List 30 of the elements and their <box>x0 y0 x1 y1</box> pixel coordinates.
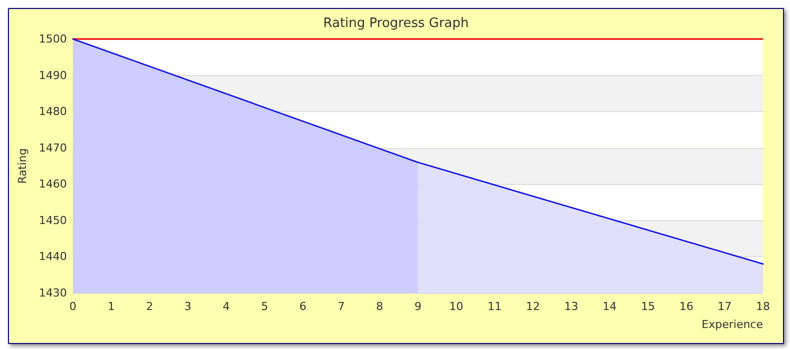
y-tick-label: 1480 <box>38 105 67 118</box>
x-tick-label: 6 <box>299 300 306 313</box>
y-tick-label: 1430 <box>38 286 67 300</box>
y-tick-label: 1460 <box>38 178 67 191</box>
y-tick-label: 1490 <box>38 68 67 82</box>
x-tick-label: 8 <box>376 300 384 313</box>
y-tick-label: 1450 <box>38 214 67 227</box>
y-tick-label: 1470 <box>38 141 67 154</box>
x-tick-label: 3 <box>184 300 192 313</box>
y-tick-label: 1440 <box>38 250 67 264</box>
x-tick-label: 1 <box>108 300 115 313</box>
x-tick-label: 0 <box>69 300 76 313</box>
x-axis-title: Experience <box>702 318 764 331</box>
x-tick-label: 11 <box>488 300 502 313</box>
x-tick-label: 15 <box>640 300 655 313</box>
x-tick-label: 4 <box>222 300 230 313</box>
x-tick-label: 16 <box>679 300 694 313</box>
x-tick-label: 18 <box>756 300 770 313</box>
x-tick-label: 7 <box>338 300 345 313</box>
x-tick-label: 9 <box>414 300 422 313</box>
x-tick-label: 12 <box>526 300 540 313</box>
x-tick-label: 17 <box>718 300 732 313</box>
x-tick-label: 10 <box>449 300 464 313</box>
y-tick-label: 1500 <box>38 32 67 46</box>
chart-title: Rating Progress Graph <box>323 16 469 31</box>
x-tick-label: 14 <box>602 300 617 313</box>
x-tick-label: 2 <box>146 300 154 313</box>
y-axis-title: Rating <box>16 148 29 184</box>
x-tick-label: 13 <box>564 300 578 313</box>
x-tick-label: 5 <box>261 300 268 313</box>
